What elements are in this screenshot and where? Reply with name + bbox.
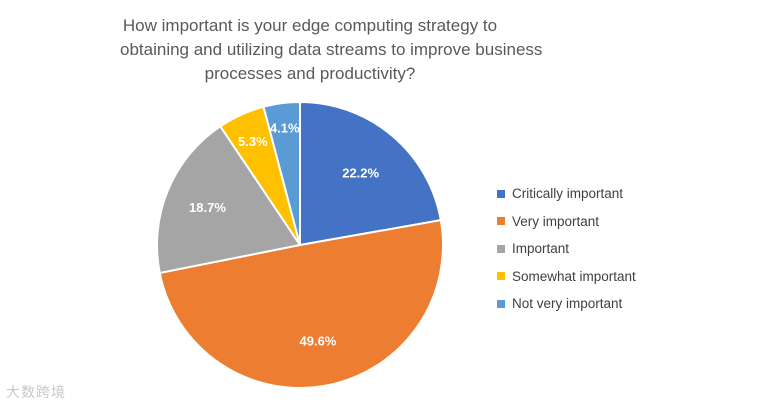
legend-item-not-very-important: Not very important [497,290,636,318]
legend-item-important: Important [497,235,636,263]
legend-swatch [497,299,505,308]
legend-item-somewhat-important: Somewhat important [497,263,636,291]
legend-swatch [497,217,505,226]
watermark-text: 大数跨境 [6,384,66,400]
legend-swatch [497,244,505,253]
legend-label: Critically important [512,186,624,202]
slice-data-label: 18.7% [189,200,226,215]
pie-slice-very-important [158,219,444,390]
slice-data-label: 5.3% [238,134,268,149]
pie-slice-critically-important [299,100,442,247]
chart-title-line-2: obtaining and utilizing data streams to … [120,40,543,59]
chart-legend: Critically important Very important Impo… [497,180,636,318]
legend-label: Important [512,241,570,257]
legend-item-critically-important: Critically important [497,180,636,208]
legend-label: Somewhat important [512,268,636,284]
legend-swatch [497,189,505,198]
pie-slice-important [156,124,302,275]
legend-swatch [497,272,505,281]
watermark: 大数跨境 [6,382,66,402]
legend-label: Not very important [512,296,623,312]
slice-data-label: 22.2% [342,166,379,181]
chart-title: How important is your edge computing str… [120,14,543,86]
chart-title-line-1: How important is your edge computing str… [122,16,498,35]
legend-label: Very important [512,213,600,229]
chart-title-line-3: processes and productivity? [204,64,416,83]
legend-item-very-important: Very important [497,208,636,236]
slice-data-label: 4.1% [270,120,300,135]
pie-slice-not-very-important [262,100,301,246]
slice-data-label: 49.6% [300,334,337,349]
